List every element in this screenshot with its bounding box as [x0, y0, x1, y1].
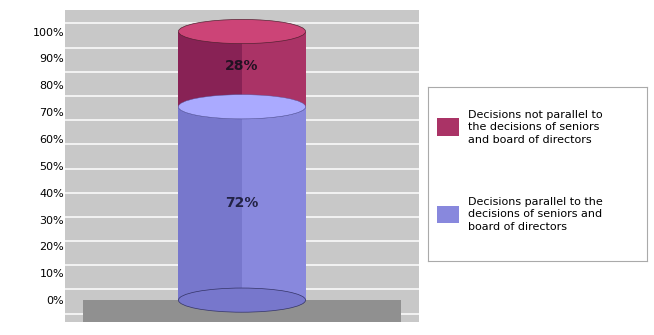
- Text: Decisions parallel to the
decisions of seniors and
board of directors: Decisions parallel to the decisions of s…: [468, 197, 602, 232]
- Text: 72%: 72%: [225, 196, 259, 210]
- Ellipse shape: [179, 288, 305, 312]
- Ellipse shape: [179, 95, 305, 119]
- Polygon shape: [83, 300, 401, 322]
- Text: Decisions not parallel to
the decisions of seniors
and board of directors: Decisions not parallel to the decisions …: [468, 110, 602, 145]
- Ellipse shape: [179, 95, 305, 119]
- Bar: [242, 107, 305, 300]
- Bar: [437, 119, 459, 136]
- Ellipse shape: [179, 19, 305, 44]
- Bar: [242, 31, 305, 107]
- Bar: [179, 31, 242, 107]
- Bar: [179, 107, 242, 300]
- Bar: [437, 206, 459, 223]
- Text: 28%: 28%: [225, 59, 259, 73]
